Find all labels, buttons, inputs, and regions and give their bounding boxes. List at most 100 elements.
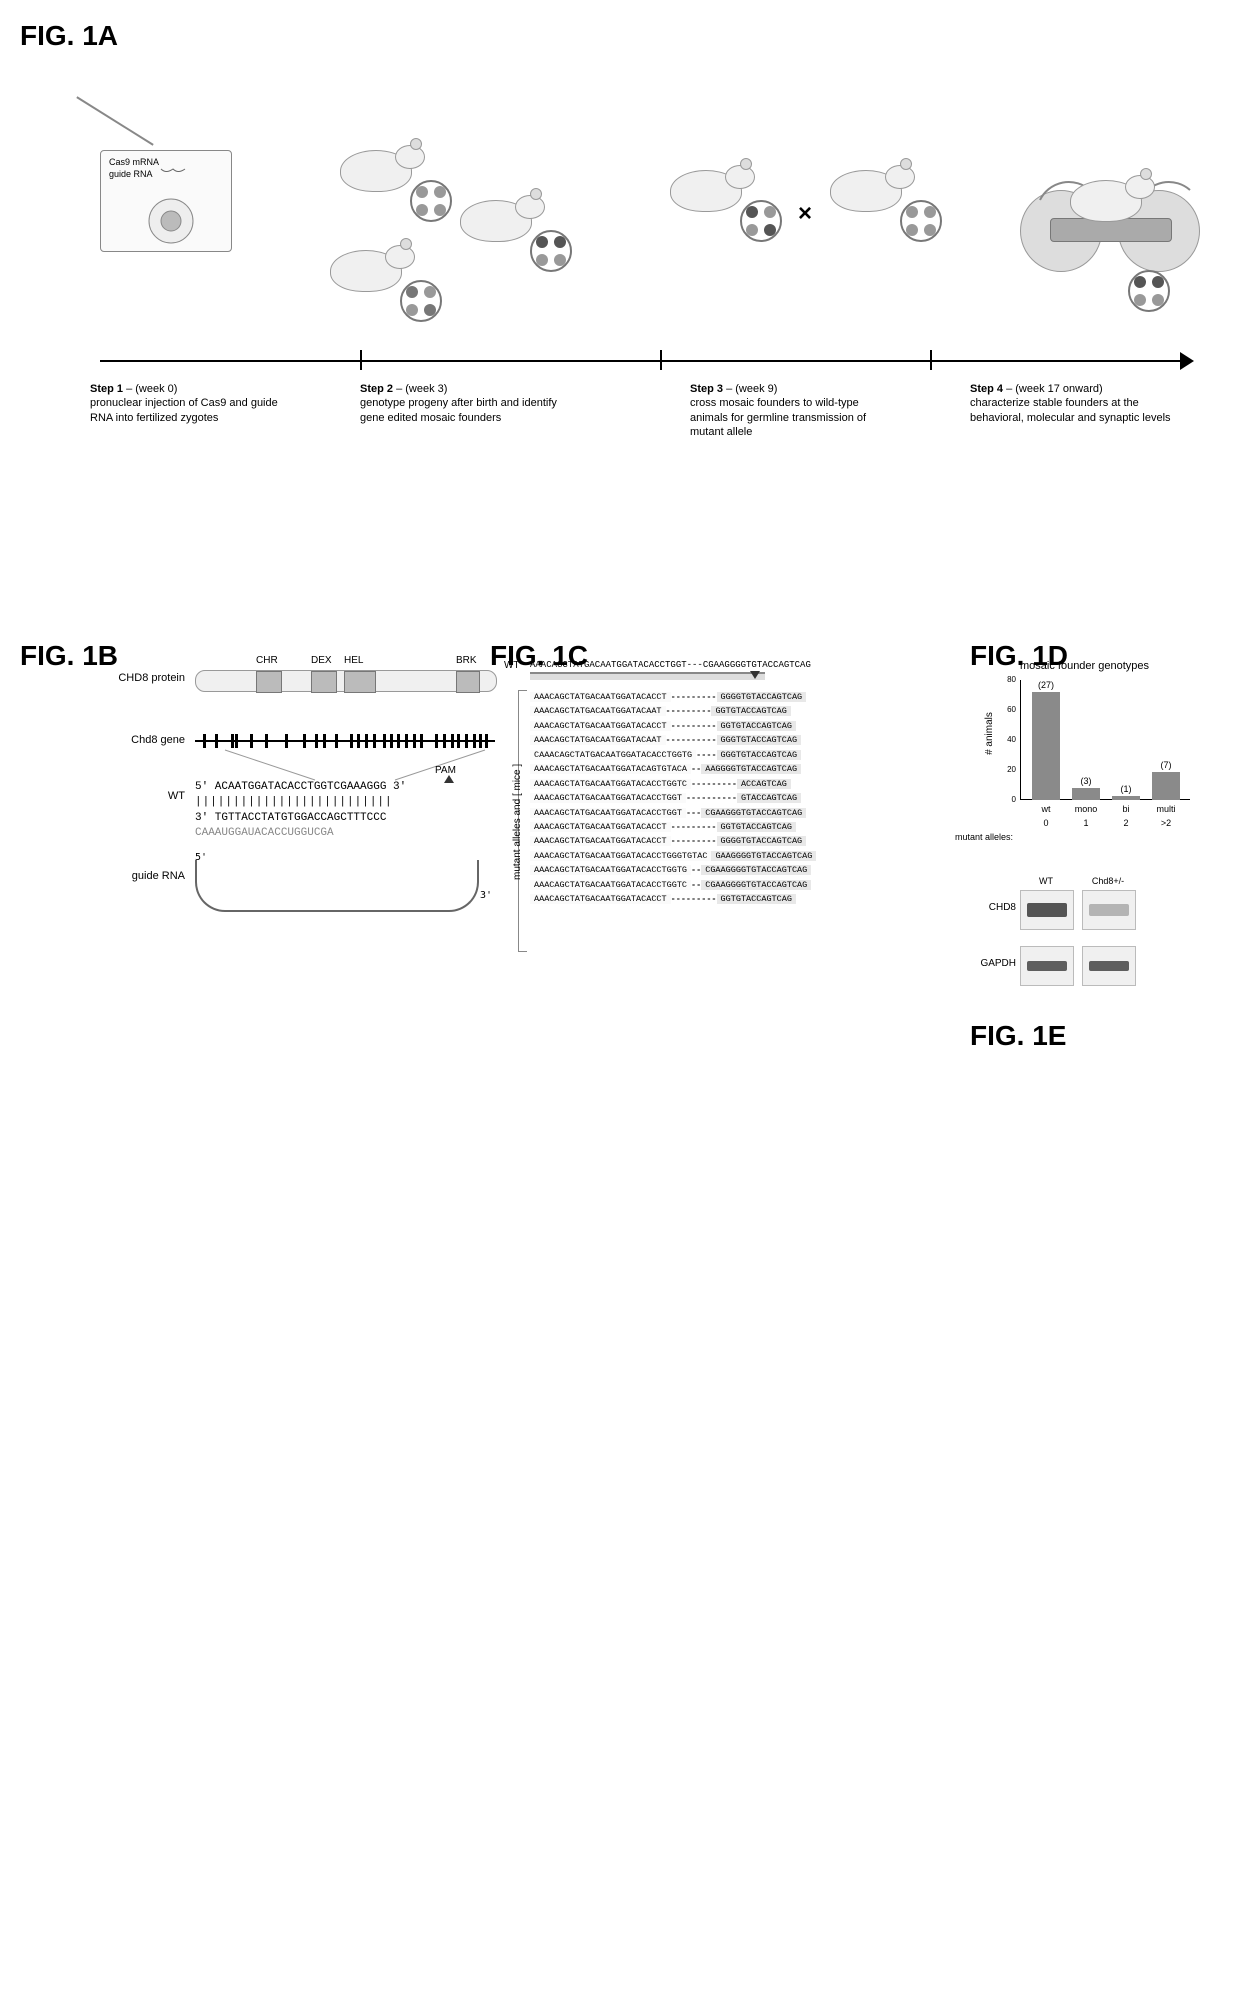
y-tick: 60 [1000,705,1016,714]
mutant-allele-row: AAACAGCTATGACAATGGATACACCTGGTC--CGAAGGGG… [530,878,816,892]
mutant-sequences: AAACAGCTATGACAATGGATACACCT---------GGGGT… [530,690,816,907]
cell-bubble-icon [1128,270,1170,312]
cell-bubble-icon [530,230,572,272]
chart-title: mosaic founder genotypes [1020,660,1149,672]
blot-lane [1082,946,1136,986]
cell-bubble-icon [410,180,452,222]
mutant-allele-row: AAACAGCTATGACAATGGATACACCT---------GGTGT… [530,820,816,834]
y-axis [1020,680,1021,800]
band [1027,903,1067,917]
mutant-allele-row: AAACAGCTATGACAATGGATACACCTGGTC---------A… [530,777,816,791]
x-allele-count: >2 [1150,818,1182,828]
blot-lane [1082,890,1136,930]
mutant-allele-row: AAACAGCTATGACAATGGATACACCTGGT----------G… [530,791,816,805]
bar [1152,772,1180,801]
step4-text: Step 4 – (week 17 onward) characterize s… [970,382,1190,425]
blot-row-label: GAPDH [972,958,1016,969]
lane-label: WT [1020,876,1072,886]
domain-brk [456,671,480,693]
bar [1112,796,1140,801]
fig-1a-label: FIG. 1A [20,20,118,52]
mouse-icon [330,140,420,200]
wt-sequence-c: AAACAGCTATGACAATGGATACACCTGGT---CGAAGGGG… [530,660,811,670]
cell-bubble-icon [400,280,442,322]
mouse-icon [660,160,750,220]
x-axis-label: mutant alleles: [955,832,1013,842]
guide-label-b: guide RNA [100,870,185,882]
three-prime: 3' [480,890,492,901]
mutant-allele-row: CAAACAGCTATGACAATGGATACACCTGGTG----GGGTG… [530,748,816,762]
band [1089,904,1129,916]
blot-row [1020,890,1200,928]
blot-lane [1020,890,1074,930]
gene-line [195,740,495,742]
bar-count: (1) [1112,784,1140,794]
y-tick: 20 [1000,765,1016,774]
step1-text: Step 1 – (week 0) pronuclear injection o… [90,382,290,425]
blot-lane [1020,946,1074,986]
cut-arrow [750,671,760,681]
step3-text: Step 3 – (week 9) cross mosaic founders … [690,382,890,439]
x-category: mono [1070,804,1102,814]
bar [1032,692,1060,800]
x-category: multi [1150,804,1182,814]
y-tick: 80 [1000,675,1016,684]
y-axis-label: # animals [984,712,995,755]
guide-hairpin [195,860,479,912]
domain-label: CHR [256,655,278,666]
timeline-tick [660,350,662,370]
guide-bar [530,672,765,680]
bar-count: (27) [1032,680,1060,690]
mutant-allele-row: AAACAGCTATGACAATGGATACACCT---------GGGGT… [530,834,816,848]
x-allele-count: 0 [1030,818,1062,828]
blot-row-label: CHD8 [972,902,1016,913]
mutant-allele-row: AAACAGCTATGACAATGGATACACCT---------GGTGT… [530,892,816,906]
wt-label-b: WT [100,790,185,802]
protein-bar: CHRDEXHELBRK [195,670,497,692]
mutant-allele-row: AAACAGCTATGACAATGGATACACCTGGT---CGAAGGGT… [530,806,816,820]
gene-label: Chd8 gene [100,734,185,746]
seq-top: 5' ACAATGGATACACCTGGTCGAAAGGG 3' [195,780,406,795]
mutant-side-label: mutant alleles and [ mice ] [512,764,523,880]
timeline-arrow [100,360,1180,362]
injection-box: Cas9 mRNA guide RNA [100,150,232,252]
mouse-icon [450,190,540,250]
bar-count: (3) [1072,776,1100,786]
domain-label: BRK [456,655,477,666]
domain-label: HEL [344,655,363,666]
fig-1e-label: FIG. 1E [970,1020,1066,1052]
guide-label: guide RNA [109,169,153,179]
cas9-label: Cas9 mRNA [109,157,159,167]
lane-label: Chd8+/- [1082,876,1134,886]
mutant-allele-row: AAACAGCTATGACAATGGATACAGTGTACA--AAGGGGTG… [530,762,816,776]
panel-a: Cas9 mRNA guide RNA Step 1 – (week 0) pr… [100,100,1200,600]
needle [76,96,153,145]
mouse-icon [320,240,410,300]
five-prime: 5' [195,852,207,863]
step2-text: Step 2 – (week 3) genotype progeny after… [360,382,560,425]
bar [1072,788,1100,800]
protein-label: CHD8 protein [100,672,185,684]
wt-sequence: 5' ACAATGGATACACCTGGTCGAAAGGG 3' |||||||… [195,780,406,842]
cell-bubble-icon [900,200,942,242]
y-tick: 40 [1000,735,1016,744]
pam-arrow [444,775,454,785]
band [1027,961,1067,971]
mutant-allele-row: AAACAGCTATGACAATGGATACAAT---------GGTGTA… [530,704,816,718]
bar-count: (7) [1152,760,1180,770]
wt-label-c: WT [504,660,520,671]
domain-label: DEX [311,655,332,666]
band [1089,961,1129,971]
figure-1: FIG. 1A Cas9 mRNA guide RNA Step 1 – (we… [20,20,1220,1980]
x-category: wt [1030,804,1062,814]
mouse-icon [820,160,910,220]
mutant-allele-row: AAACAGCTATGACAATGGATACACCTGGTG--CGAAGGGG… [530,863,816,877]
mutant-allele-row: AAACAGCTATGACAATGGATACAAT----------GGGTG… [530,733,816,747]
domain-hel [344,671,376,693]
mouse-icon [1060,170,1150,230]
cross-symbol: × [798,200,812,228]
timeline-tick [360,350,362,370]
cell-bubble-icon [740,200,782,242]
blot-row [1020,946,1200,984]
x-allele-count: 1 [1070,818,1102,828]
